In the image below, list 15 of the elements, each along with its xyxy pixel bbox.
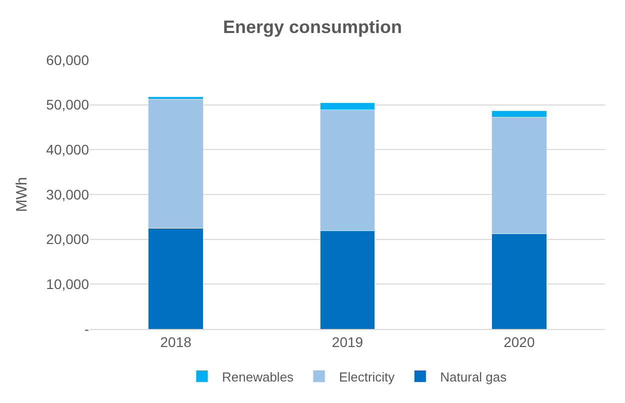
- chart-title: Energy consumption: [222, 16, 402, 37]
- y-tick-label: 20,000: [46, 231, 90, 248]
- legend-label: Natural gas: [440, 369, 508, 384]
- x-tick-label: 2020: [504, 334, 535, 350]
- legend-label: Electricity: [339, 369, 396, 384]
- y-tick-label: 30,000: [46, 186, 90, 202]
- y-tick-label: 60,000: [46, 52, 90, 68]
- x-tick-label: 2018: [160, 334, 192, 350]
- y-tick-label: -: [84, 320, 90, 337]
- y-axis-title: MWh: [13, 177, 30, 212]
- y-tick-label: 10,000: [46, 276, 90, 292]
- y-tick-label: 40,000: [46, 142, 90, 158]
- x-tick-label: 2019: [332, 334, 364, 350]
- legend-label: Renewables: [222, 369, 294, 384]
- y-tick-label: 50,000: [46, 96, 90, 113]
